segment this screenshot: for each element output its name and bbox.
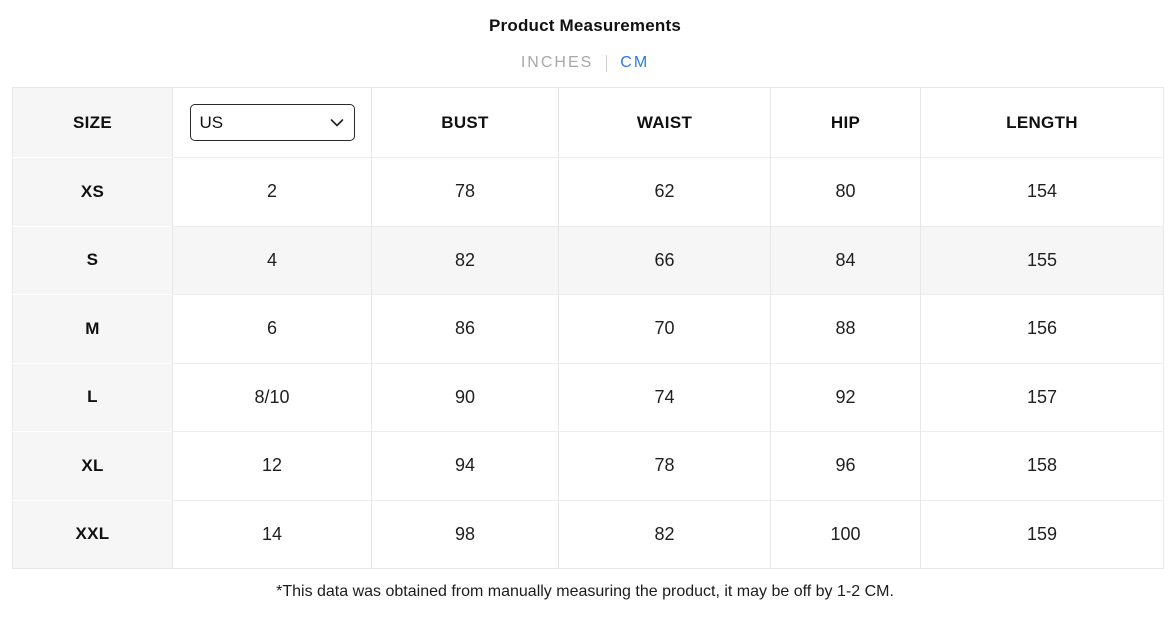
- column-header-size: SIZE: [12, 87, 173, 158]
- measurements-table: SIZE US BUST WAIST HIP LENGTH: [12, 87, 1164, 569]
- table-body: XS 2 78 62 80 154 S 4 82 66 84 155 M 6 8…: [12, 157, 1164, 569]
- us-value: 12: [172, 431, 372, 500]
- us-value: 6: [172, 294, 372, 363]
- size-label: XXL: [12, 499, 173, 569]
- size-label: L: [12, 362, 173, 432]
- bust-value: 86: [371, 294, 559, 363]
- hip-value: 100: [770, 499, 921, 569]
- region-select-wrap: US: [189, 104, 355, 141]
- size-label: XL: [12, 431, 173, 500]
- bust-value: 94: [371, 431, 559, 500]
- waist-value: 70: [558, 294, 771, 363]
- measurement-disclaimer: *This data was obtained from manually me…: [276, 583, 894, 600]
- us-value: 2: [172, 157, 372, 226]
- waist-value: 82: [558, 499, 771, 569]
- unit-toggle-divider: [606, 54, 608, 72]
- length-value: 155: [920, 225, 1164, 295]
- table-row-m: M 6 86 70 88 156: [12, 294, 1164, 363]
- table-row-xs: XS 2 78 62 80 154: [12, 157, 1164, 226]
- size-label: XS: [12, 157, 173, 226]
- length-value: 154: [920, 157, 1164, 226]
- hip-value: 96: [770, 431, 921, 500]
- table-row-s: S 4 82 66 84 155: [12, 225, 1164, 295]
- bust-value: 98: [371, 499, 559, 569]
- table-row-l: L 8/10 90 74 92 157: [12, 362, 1164, 432]
- us-value: 14: [172, 499, 372, 569]
- waist-value: 66: [558, 225, 771, 295]
- waist-value: 78: [558, 431, 771, 500]
- waist-value: 74: [558, 362, 771, 432]
- size-label: M: [12, 294, 173, 363]
- sizing-region-select[interactable]: US: [189, 104, 355, 141]
- bust-value: 82: [371, 225, 559, 295]
- bust-value: 78: [371, 157, 559, 226]
- us-value: 4: [172, 225, 372, 295]
- length-value: 157: [920, 362, 1164, 432]
- size-label: S: [12, 225, 173, 295]
- hip-value: 80: [770, 157, 921, 226]
- table-header-row: SIZE US BUST WAIST HIP LENGTH: [12, 87, 1164, 158]
- us-value: 8/10: [172, 362, 372, 432]
- table-row-xl: XL 12 94 78 96 158: [12, 431, 1164, 500]
- length-value: 158: [920, 431, 1164, 500]
- column-header-length: LENGTH: [920, 87, 1164, 158]
- unit-toggle: INCHES CM: [0, 52, 1170, 74]
- column-header-waist: WAIST: [558, 87, 771, 158]
- length-value: 159: [920, 499, 1164, 569]
- hip-value: 92: [770, 362, 921, 432]
- bust-value: 90: [371, 362, 559, 432]
- length-value: 156: [920, 294, 1164, 363]
- product-measurements-panel: Product Measurements INCHES CM SIZE US: [0, 16, 1170, 601]
- table-row-xxl: XXL 14 98 82 100 159: [12, 499, 1164, 569]
- page-title: Product Measurements: [489, 16, 681, 35]
- hip-value: 84: [770, 225, 921, 295]
- unit-toggle-cm[interactable]: CM: [620, 54, 650, 71]
- hip-value: 88: [770, 294, 921, 363]
- waist-value: 62: [558, 157, 771, 226]
- region-select-cell: US: [172, 87, 372, 158]
- column-header-bust: BUST: [371, 87, 559, 158]
- column-header-hip: HIP: [770, 87, 921, 158]
- unit-toggle-inches[interactable]: INCHES: [520, 54, 594, 71]
